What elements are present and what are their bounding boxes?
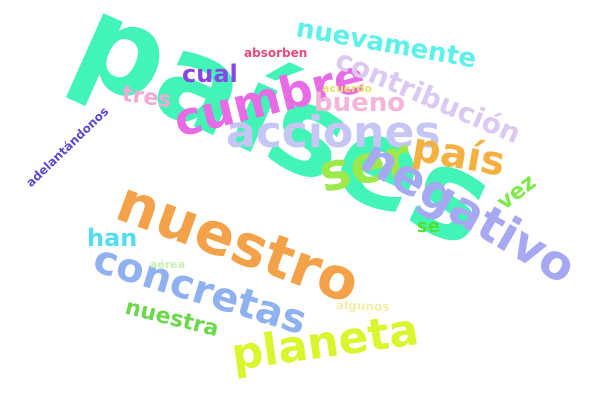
word-bueno: bueno [314,88,406,118]
word-se: se [417,216,440,237]
word-han: han [87,224,138,252]
word-cual: cual [182,60,238,88]
word-adelantandonos: adelantándonos [23,104,112,190]
word-acciones: acciones [226,107,441,158]
word-aerea: aérea [150,258,186,271]
word-absorben: absorben [244,46,308,60]
word-acuerdo: acuerdo [322,82,373,95]
word-algunos: algunos [335,298,390,314]
